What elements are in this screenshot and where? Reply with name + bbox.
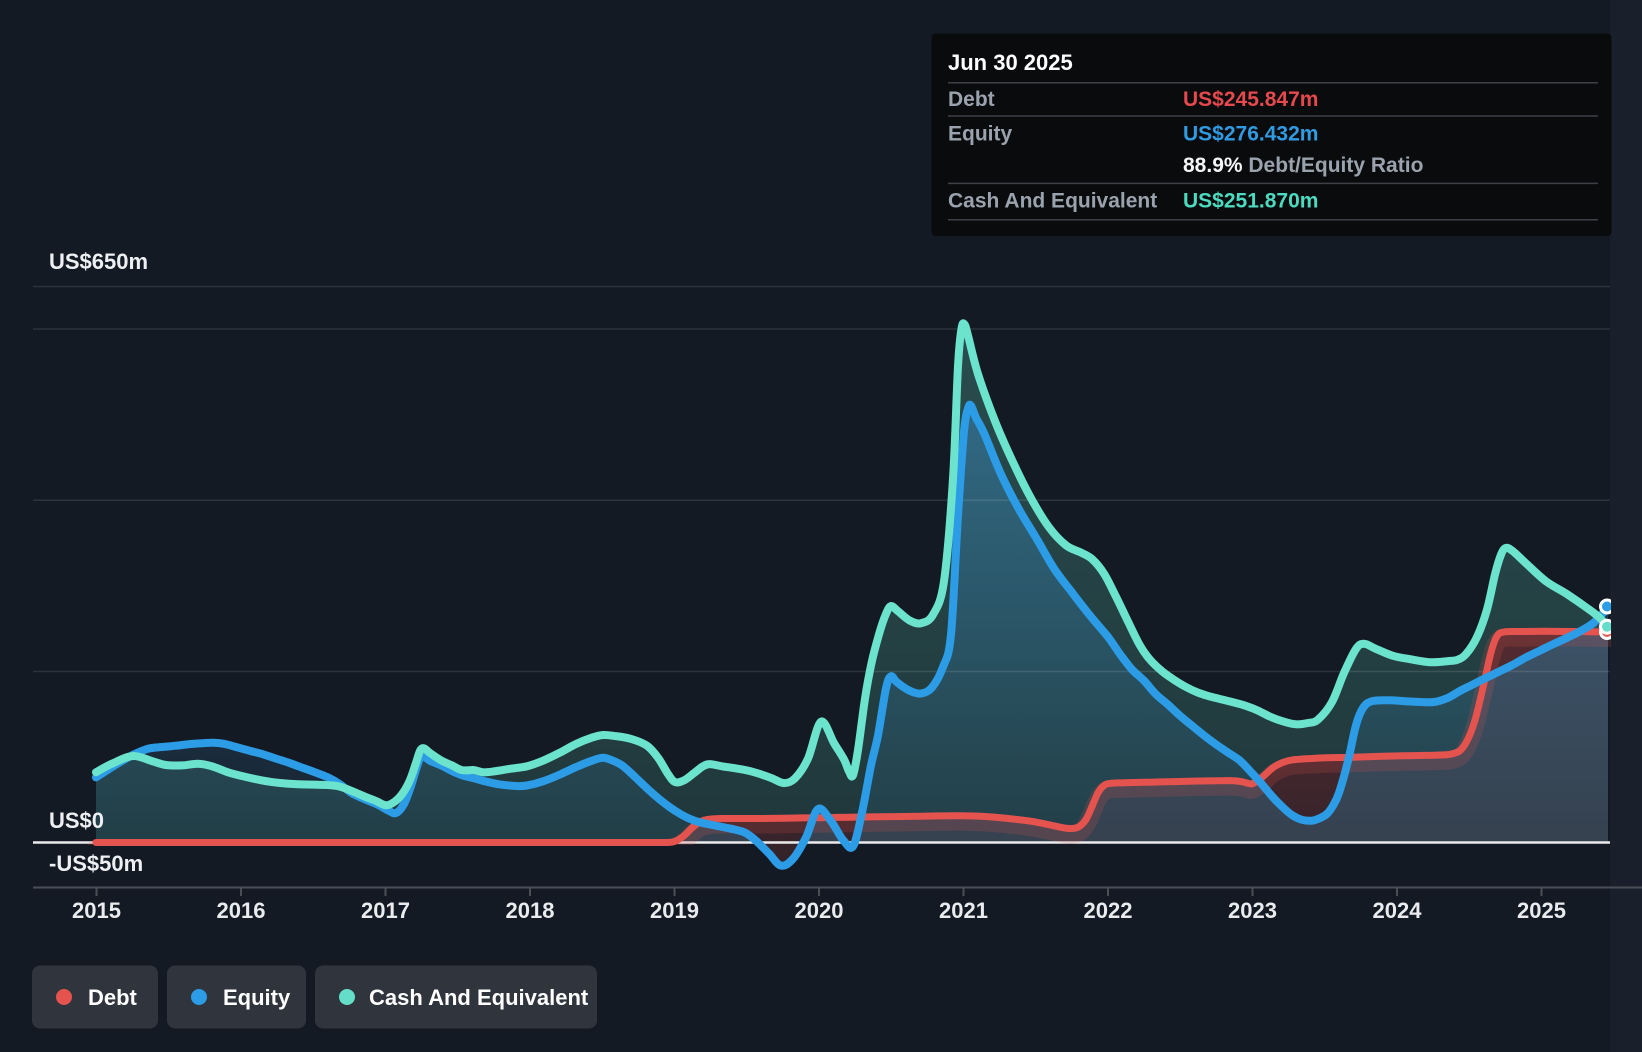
svg-text:2015: 2015: [72, 898, 121, 923]
svg-text:2025: 2025: [1517, 898, 1566, 923]
svg-text:2016: 2016: [217, 898, 266, 923]
svg-text:Debt: Debt: [88, 985, 138, 1010]
svg-text:2018: 2018: [506, 898, 555, 923]
svg-text:2023: 2023: [1228, 898, 1277, 923]
svg-text:2024: 2024: [1373, 898, 1423, 923]
svg-text:US$650m: US$650m: [49, 249, 148, 274]
svg-text:Cash And Equivalent: Cash And Equivalent: [369, 985, 589, 1010]
svg-text:US$0: US$0: [49, 808, 104, 833]
svg-text:Debt: Debt: [948, 88, 995, 111]
svg-text:Equity: Equity: [223, 985, 291, 1010]
svg-text:-US$50m: -US$50m: [49, 851, 143, 876]
svg-text:88.9% Debt/Equity Ratio: 88.9% Debt/Equity Ratio: [1183, 154, 1423, 177]
svg-text:2019: 2019: [650, 898, 699, 923]
svg-text:2022: 2022: [1084, 898, 1133, 923]
svg-text:2017: 2017: [361, 898, 410, 923]
svg-text:US$251.870m: US$251.870m: [1183, 190, 1318, 213]
svg-text:US$276.432m: US$276.432m: [1183, 123, 1318, 146]
svg-text:Cash And Equivalent: Cash And Equivalent: [948, 190, 1157, 213]
svg-text:2020: 2020: [795, 898, 844, 923]
svg-text:US$245.847m: US$245.847m: [1183, 88, 1318, 111]
svg-text:2021: 2021: [939, 898, 988, 923]
svg-text:Equity: Equity: [948, 123, 1012, 146]
svg-text:Jun 30 2025: Jun 30 2025: [948, 50, 1073, 75]
